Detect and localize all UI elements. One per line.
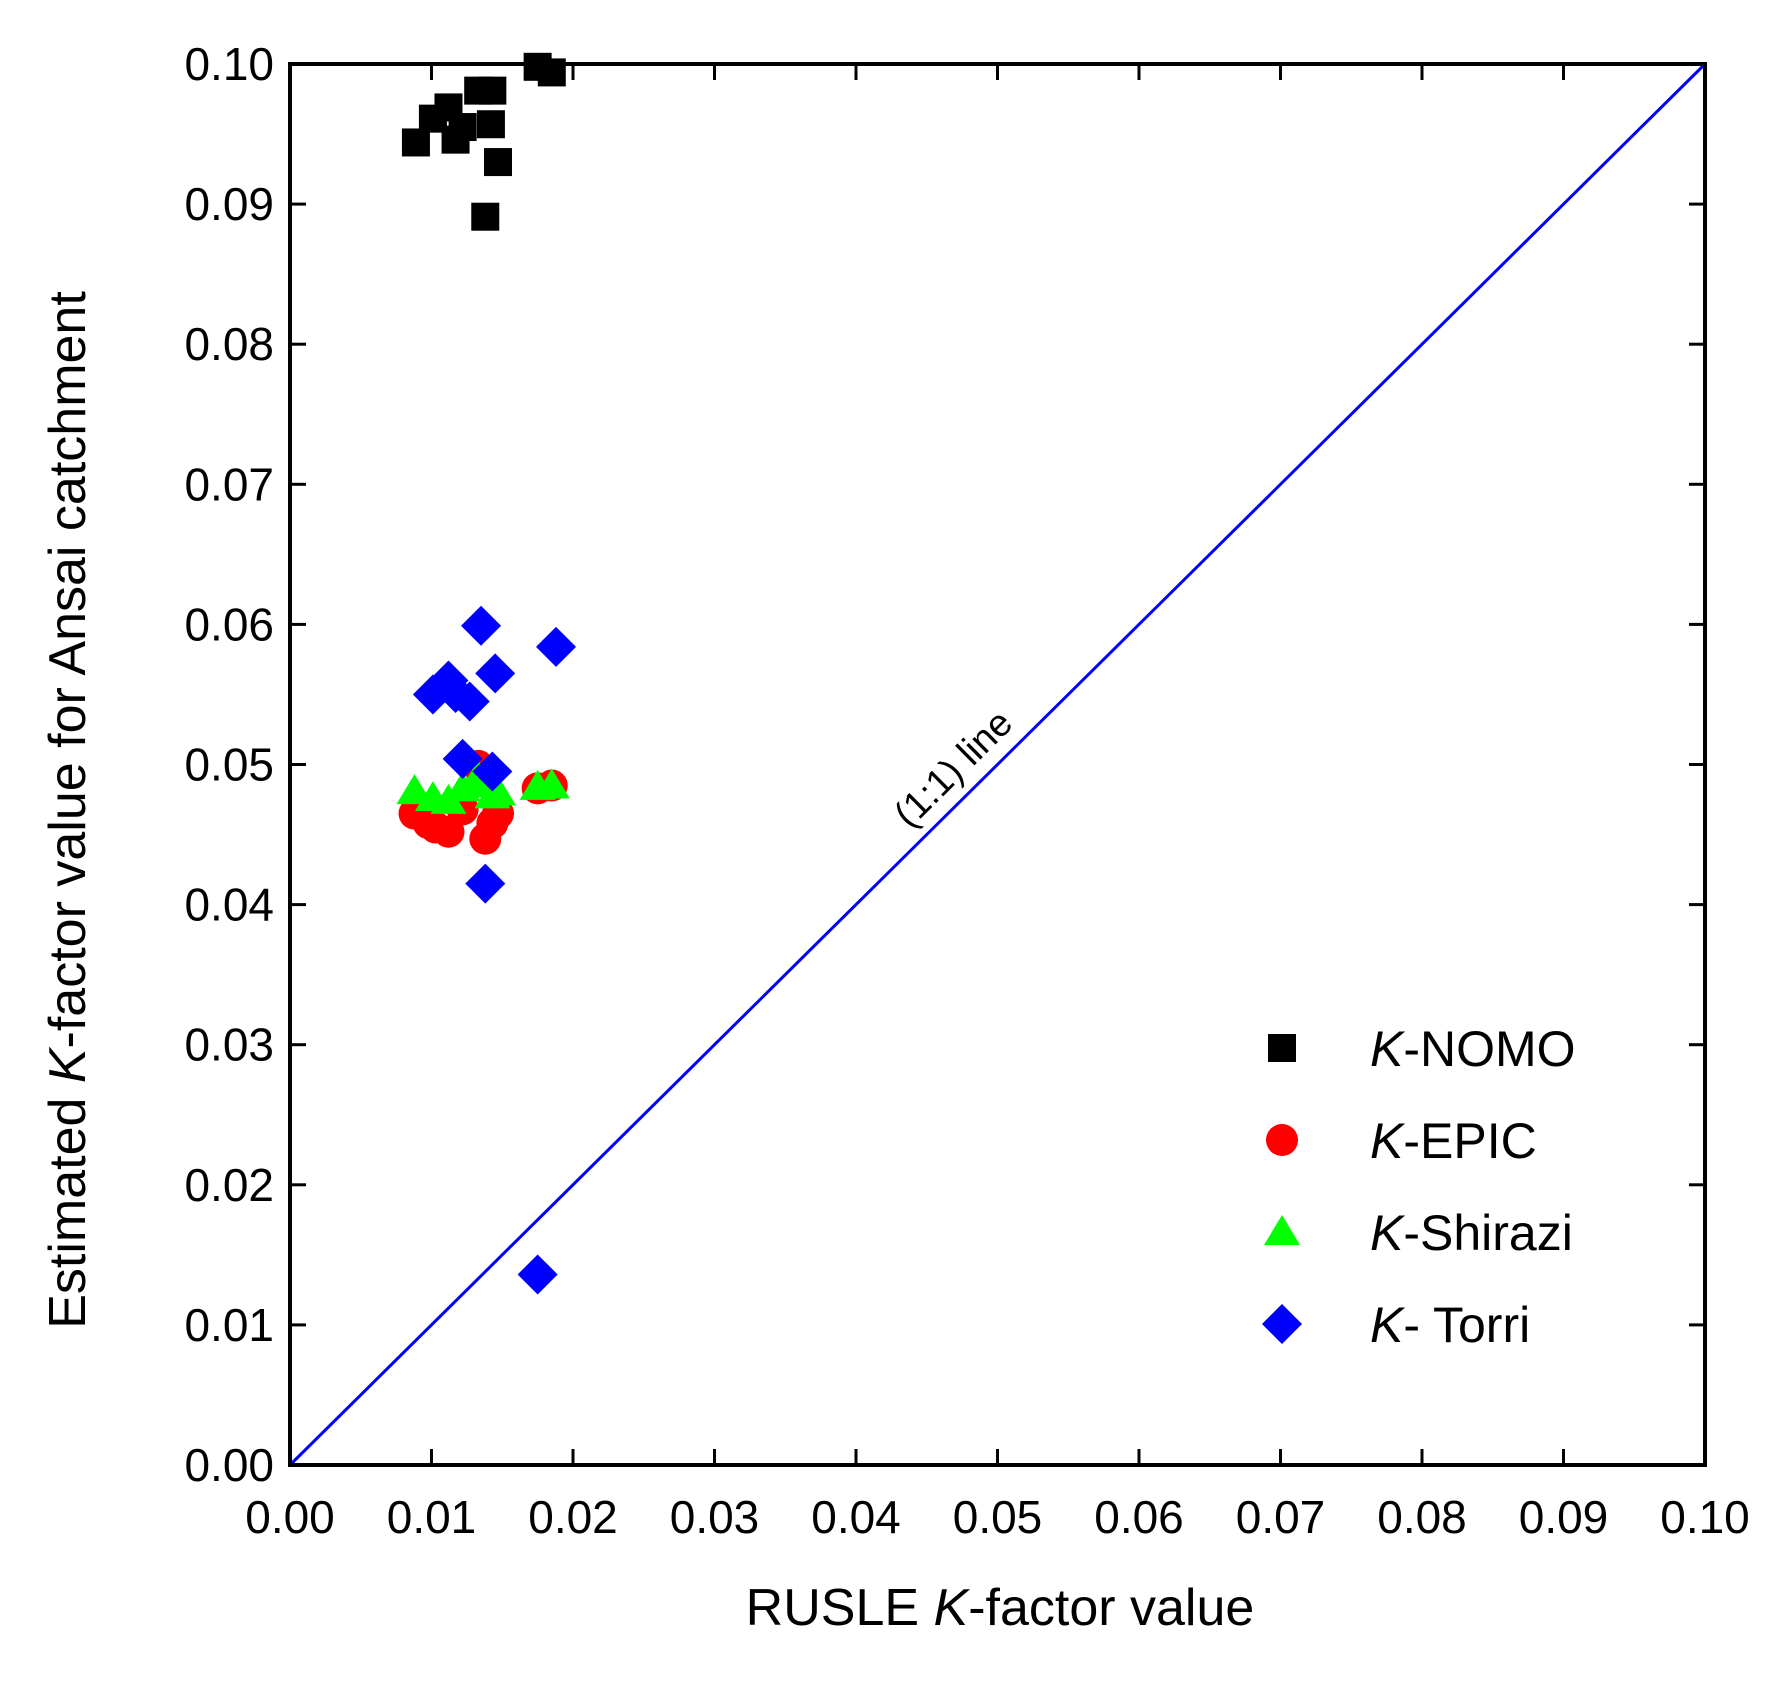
y-tick-label-001: 0.01 <box>184 1299 274 1351</box>
triangle-point <box>480 775 517 806</box>
legend-label-shirazi: K-Shirazi <box>1370 1205 1573 1261</box>
x-tick-label-008: 0.08 <box>1377 1491 1467 1543</box>
x-tick-label-004: 0.04 <box>811 1491 901 1543</box>
diamond-point <box>475 653 516 694</box>
y-tick-label-008: 0.08 <box>184 318 274 370</box>
legend-circle-marker <box>1266 1124 1298 1156</box>
x-tick-label-009: 0.09 <box>1519 1491 1609 1543</box>
one-to-one-line-label: (1:1) line <box>886 702 1021 836</box>
y-tick-label-010: 0.10 <box>184 38 274 90</box>
square-point <box>448 113 477 142</box>
y-tick-label-009: 0.09 <box>184 178 274 230</box>
plot-area: 0.00 0.01 0.02 0.03 0.04 0.05 0.06 0.07 0.08 0.09… <box>184 38 1749 1543</box>
legend-square-marker <box>1268 1034 1296 1062</box>
x-tick-label-000: 0.00 <box>245 1491 335 1543</box>
x-axis-title: RUSLE K-factor value <box>746 1579 1255 1637</box>
x-tick-label-005: 0.05 <box>953 1491 1043 1543</box>
one-to-one-line <box>288 62 1707 1467</box>
square-point <box>484 148 513 177</box>
y-tick-label-005: 0.05 <box>184 739 274 791</box>
square-point <box>471 202 500 231</box>
legend-item-nomo: K-NOMO <box>1268 1021 1576 1077</box>
x-tick-label-003: 0.03 <box>670 1491 760 1543</box>
x-axis-ticks: 0.00 0.01 0.02 0.03 0.04 0.05 0.06 0.07 0.08 0.09… <box>245 64 1750 1543</box>
x-tick-label-007: 0.07 <box>1236 1491 1326 1543</box>
diamond-point <box>465 863 506 904</box>
x-tick-label-002: 0.02 <box>528 1491 618 1543</box>
diamond-point <box>536 626 577 667</box>
diamond-point <box>442 738 483 779</box>
legend-label-torri: K- Torri <box>1370 1297 1530 1353</box>
y-tick-label-000: 0.00 <box>184 1439 274 1491</box>
legend-label-nomo: K-NOMO <box>1370 1021 1576 1077</box>
y-tick-label-007: 0.07 <box>184 458 274 510</box>
square-point <box>478 76 507 105</box>
triangle-point <box>396 774 433 805</box>
y-tick-label-004: 0.04 <box>184 879 274 931</box>
square-point <box>401 128 430 157</box>
legend-label-epic: K-EPIC <box>1370 1113 1537 1169</box>
y-tick-label-002: 0.02 <box>184 1159 274 1211</box>
legend-triangle-marker <box>1264 1215 1300 1245</box>
series-torri <box>412 605 577 1295</box>
x-tick-label-001: 0.01 <box>387 1491 477 1543</box>
x-tick-label-006: 0.06 <box>1094 1491 1184 1543</box>
data-points <box>396 52 577 1295</box>
diamond-point <box>517 1254 558 1295</box>
y-tick-label-006: 0.06 <box>184 598 274 650</box>
diamond-point <box>472 751 513 792</box>
square-point <box>476 110 505 139</box>
triangle-point <box>533 768 570 799</box>
series-nomo <box>401 52 566 231</box>
y-axis-ticks: 0.00 0.01 0.02 0.03 0.04 0.05 0.06 0.07 0.08 0.09… <box>184 38 1705 1491</box>
legend-item-torri: K- Torri <box>1262 1297 1530 1353</box>
legend-item-epic: K-EPIC <box>1266 1113 1537 1169</box>
legend: K-NOMO K-EPIC K-Shirazi K- Torri <box>1262 1021 1576 1353</box>
y-axis-title: Estimated K-factor value for Ansai catch… <box>39 291 97 1329</box>
x-tick-label-010: 0.10 <box>1660 1491 1750 1543</box>
y-tick-label-003: 0.03 <box>184 1019 274 1071</box>
diamond-point <box>461 605 502 646</box>
diamond-point <box>449 681 490 722</box>
legend-diamond-marker <box>1262 1304 1302 1344</box>
legend-item-shirazi: K-Shirazi <box>1264 1205 1573 1261</box>
